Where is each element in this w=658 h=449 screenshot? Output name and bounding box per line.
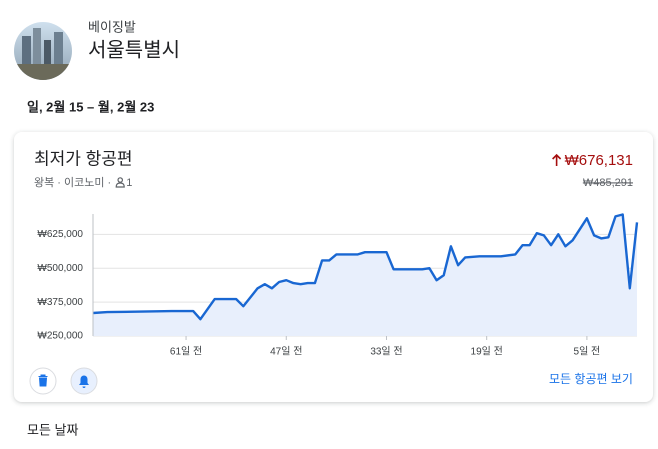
x-tick-label: 61일 전 bbox=[170, 346, 202, 358]
y-tick-label: ₩250,000 bbox=[37, 331, 83, 342]
destination: 서울특별시 bbox=[88, 38, 180, 61]
all-dates-label[interactable]: 모든 날짜 bbox=[27, 422, 78, 437]
card-title: 최저가 항공편 bbox=[34, 149, 133, 168]
price-chart: ₩250,000 ₩375,000 ₩500,000 ₩625,000 61일 전 47일… bbox=[37, 213, 639, 358]
x-tick-label: 47일 전 bbox=[270, 346, 302, 358]
view-all-flights-link[interactable]: 모든 항공편 보기 bbox=[549, 372, 633, 386]
price-line bbox=[92, 213, 639, 321]
up-arrow-icon bbox=[552, 153, 562, 166]
current-price: ₩676,131 bbox=[565, 152, 633, 169]
trash-icon bbox=[38, 374, 48, 387]
passenger-icon bbox=[115, 177, 125, 188]
avatar bbox=[14, 22, 72, 80]
y-tick-label: ₩375,000 bbox=[37, 297, 83, 308]
x-tick-label: 5일 전 bbox=[574, 346, 601, 358]
passenger-count: 1 bbox=[126, 177, 132, 189]
date-range[interactable]: 일, 2월 15 – 월, 2월 23 bbox=[27, 99, 154, 114]
bell-icon bbox=[79, 375, 89, 389]
x-tick-label: 19일 전 bbox=[471, 346, 503, 358]
origin: 베이징발 bbox=[88, 19, 136, 34]
y-tick-label: ₩625,000 bbox=[37, 229, 83, 240]
x-tick-label: 33일 전 bbox=[370, 346, 402, 358]
price-area bbox=[93, 214, 637, 336]
trip-details: 왕복 · 이코노미 · bbox=[34, 176, 111, 189]
previous-price: ₩485,291 bbox=[583, 177, 633, 189]
y-tick-label: ₩500,000 bbox=[37, 263, 83, 274]
